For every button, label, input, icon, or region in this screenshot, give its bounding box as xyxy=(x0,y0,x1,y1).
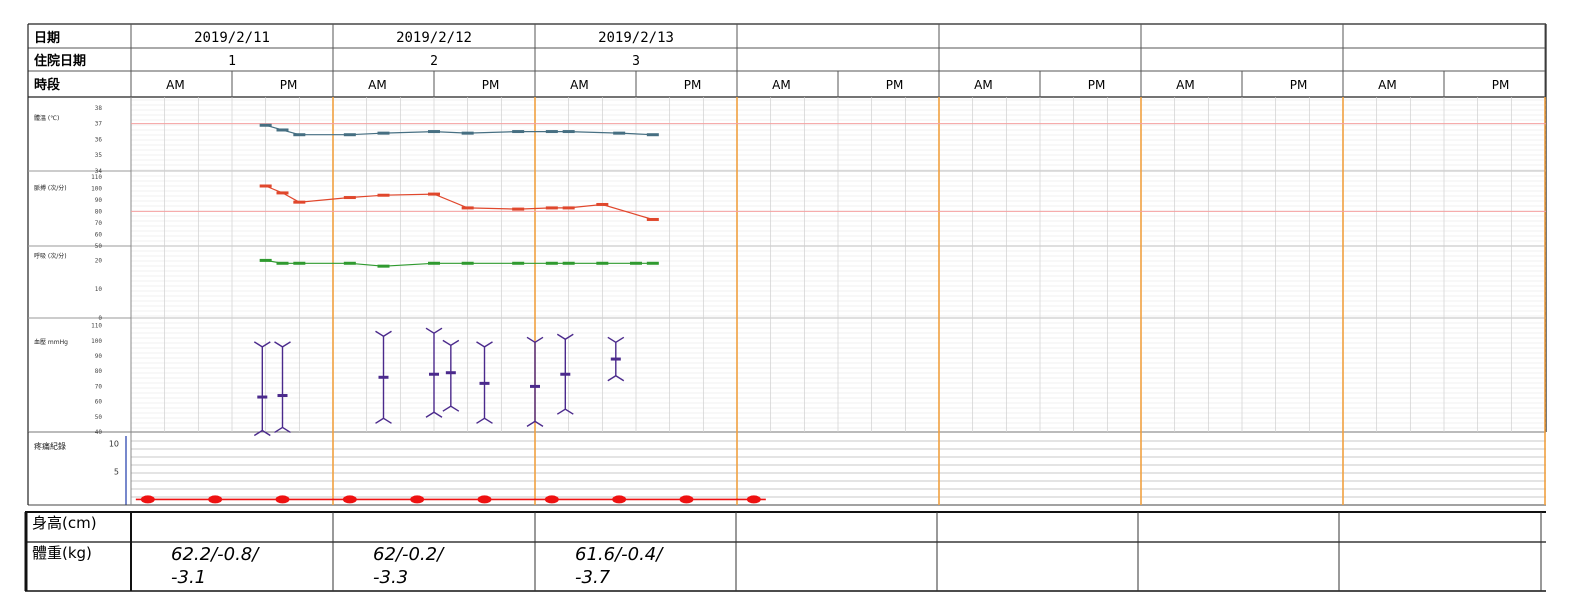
date-cell: 2019/2/12 xyxy=(396,30,472,46)
pulse-tick-label: 110 xyxy=(91,174,102,181)
pain-tick-label: 10 xyxy=(109,440,119,449)
bp-systolic-mark xyxy=(556,333,574,341)
pulse-tick-label: 60 xyxy=(95,231,103,238)
period-am: AM xyxy=(166,78,185,92)
pain-point xyxy=(342,495,357,504)
period-pm: PM xyxy=(886,78,904,92)
blood_pressure-tick-label: 40 xyxy=(95,429,103,436)
period-pm: PM xyxy=(1492,78,1510,92)
date-label: 日期 xyxy=(34,31,60,46)
pulse-panel-label: 脈搏 (次/分) xyxy=(34,184,67,192)
bp-diastolic-mark xyxy=(375,417,392,424)
pain-point xyxy=(275,495,290,504)
period-pm: PM xyxy=(482,78,500,92)
bp-diastolic-mark xyxy=(476,417,493,424)
period-label: 時段 xyxy=(34,77,60,93)
period-pm: PM xyxy=(280,78,298,92)
blood_pressure-tick-label: 80 xyxy=(95,368,103,375)
bp-diastolic-mark xyxy=(526,420,544,427)
period-pm: PM xyxy=(1088,78,1106,92)
bp-systolic-mark xyxy=(274,341,291,348)
bp-diastolic-mark xyxy=(425,411,443,418)
pulse-tick-label: 100 xyxy=(91,185,102,192)
header-table: 日期 住院日期 時段 2019/2/11 2019/2/12 2019/2/13 1 2… xyxy=(34,30,1509,93)
bp-systolic-mark xyxy=(425,327,443,335)
blood_pressure-tick-label: 110 xyxy=(91,323,102,330)
temperature-tick-label: 37 xyxy=(95,121,103,128)
weight-cell-line2: -3.7 xyxy=(575,567,611,588)
pain-panel-label: 疼痛紀錄 xyxy=(34,441,66,451)
period-am: AM xyxy=(772,78,791,92)
respiration-tick-label: 0 xyxy=(98,315,102,322)
date-cell: 2019/2/11 xyxy=(194,30,270,46)
period-am: AM xyxy=(570,78,589,92)
weight-cell-line1: 62/-0.2/ xyxy=(373,544,445,565)
period-am: AM xyxy=(368,78,387,92)
blood_pressure-tick-label: 90 xyxy=(95,353,103,360)
pain-point xyxy=(612,495,627,504)
pain-point xyxy=(544,495,559,504)
bp-systolic-mark xyxy=(526,336,544,344)
pulse-tick-label: 70 xyxy=(95,220,103,227)
temperature-tick-label: 36 xyxy=(95,136,103,143)
respiration-tick-label: 20 xyxy=(95,257,103,264)
pain-point xyxy=(140,495,155,504)
temperature-panel-label: 體溫 (℃) xyxy=(34,114,59,122)
temperature-tick-label: 38 xyxy=(95,105,103,112)
period-am: AM xyxy=(974,78,993,92)
footer-table: 身高(cm) 體重(kg) 62.2/-0.8/-3.1 62/-0.2/-3.3… xyxy=(32,514,664,588)
panel-labels: 體溫 (℃) 脈搏 (次/分) 呼吸 (次/分) 血壓 mmHg 疼痛紀錄 38… xyxy=(34,105,119,477)
bp-systolic-mark xyxy=(375,330,392,338)
blood_pressure-tick-label: 60 xyxy=(95,399,103,406)
chart-grid xyxy=(24,23,1547,592)
bp-systolic-mark xyxy=(476,341,493,348)
temperature-tick-label: 34 xyxy=(95,168,103,175)
period-pm: PM xyxy=(684,78,702,92)
pain-point xyxy=(410,495,425,504)
blood-pressure-panel-label: 血壓 mmHg xyxy=(34,338,68,346)
respiration-panel-label: 呼吸 (次/分) xyxy=(34,252,67,260)
weight-label: 體重(kg) xyxy=(32,544,92,562)
weight-cell-line2: -3.1 xyxy=(171,567,206,588)
pain-point xyxy=(746,495,761,504)
bp-systolic-mark xyxy=(253,341,271,348)
period-am: AM xyxy=(1176,78,1195,92)
bp-diastolic-mark xyxy=(274,426,291,434)
bp-systolic-mark xyxy=(607,336,625,344)
bp-diastolic-mark xyxy=(607,374,625,382)
admission-day-cell: 1 xyxy=(228,54,236,69)
respiration-tick-label: 10 xyxy=(95,286,103,293)
date-cell: 2019/2/13 xyxy=(598,30,674,46)
bp-diastolic-mark xyxy=(556,408,574,415)
data-series xyxy=(135,123,766,504)
height-label: 身高(cm) xyxy=(32,514,97,532)
blood_pressure-tick-label: 100 xyxy=(91,338,102,345)
admission-day-cell: 3 xyxy=(632,54,640,69)
temperature-tick-label: 35 xyxy=(95,152,103,159)
pain-point xyxy=(477,495,492,504)
weight-cell-line2: -3.3 xyxy=(373,567,408,588)
bp-diastolic-mark xyxy=(253,429,271,437)
pain-point xyxy=(208,495,223,504)
pulse-tick-label: 80 xyxy=(95,208,103,215)
admission-day-cell: 2 xyxy=(430,54,438,69)
bp-diastolic-mark xyxy=(442,405,460,412)
admission-day-label: 住院日期 xyxy=(34,53,86,69)
pulse-tick-label: 50 xyxy=(95,243,103,250)
bp-systolic-mark xyxy=(442,339,460,347)
period-am: AM xyxy=(1378,78,1397,92)
period-pm: PM xyxy=(1290,78,1308,92)
weight-cell-line1: 62.2/-0.8/ xyxy=(171,544,260,565)
pain-point xyxy=(679,495,694,504)
pulse-tick-label: 90 xyxy=(95,197,103,204)
blood_pressure-tick-label: 70 xyxy=(95,383,103,390)
weight-cell-line1: 61.6/-0.4/ xyxy=(575,544,664,565)
blood_pressure-tick-label: 50 xyxy=(95,414,103,421)
pain-tick-label: 5 xyxy=(114,468,119,477)
